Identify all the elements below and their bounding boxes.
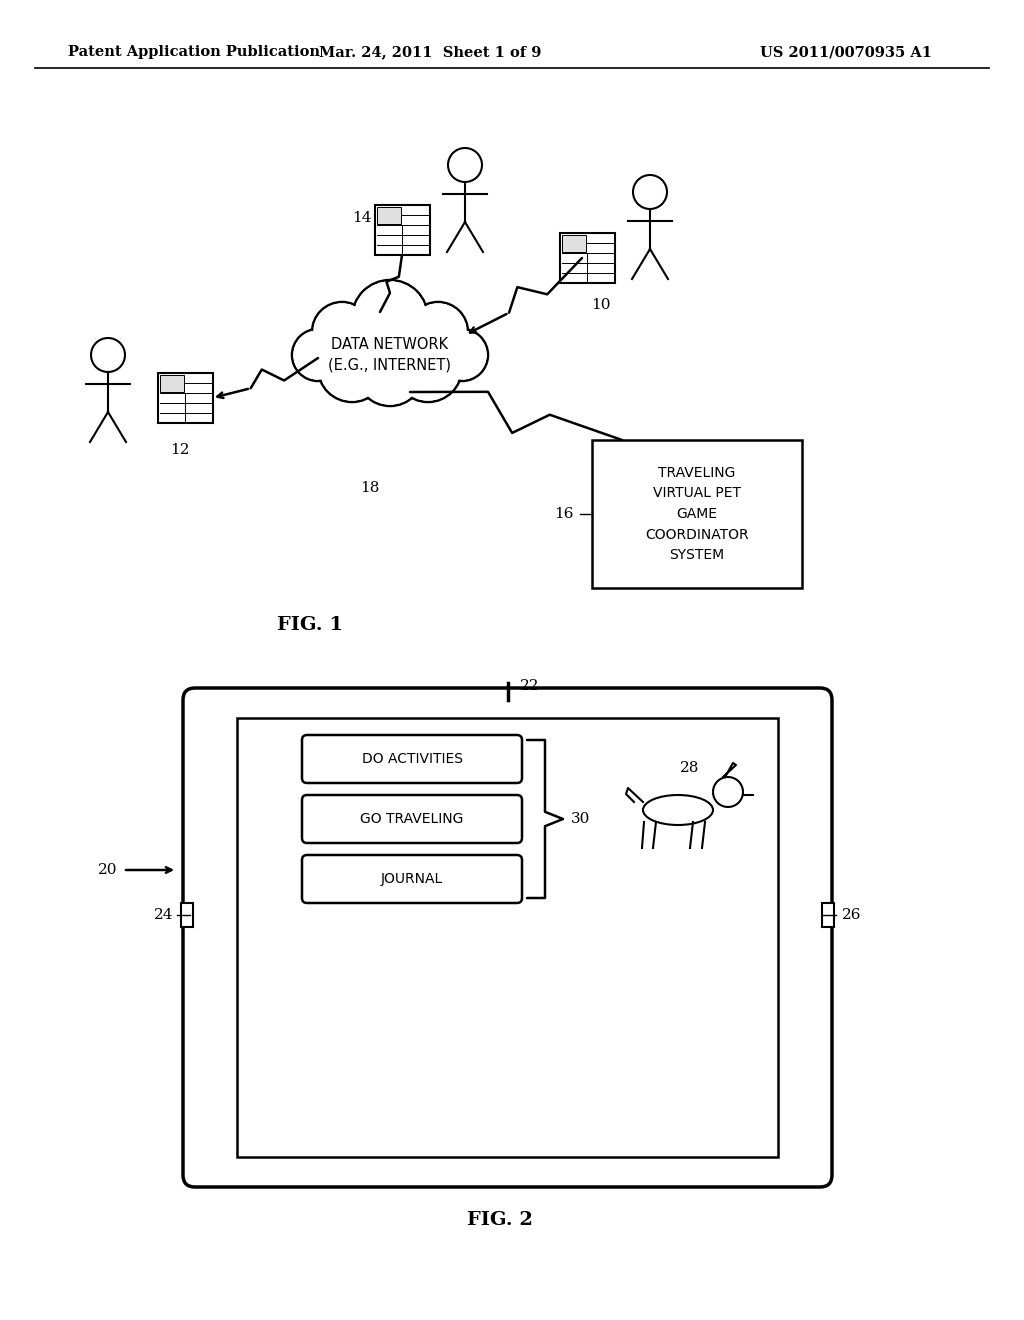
Circle shape <box>294 331 342 379</box>
Text: 18: 18 <box>360 480 380 495</box>
Bar <box>822 903 834 927</box>
Text: JOURNAL: JOURNAL <box>381 873 443 886</box>
Text: FIG. 2: FIG. 2 <box>467 1210 532 1229</box>
Circle shape <box>396 337 460 400</box>
Circle shape <box>408 302 468 362</box>
Text: Patent Application Publication: Patent Application Publication <box>68 45 319 59</box>
Circle shape <box>314 304 370 360</box>
Circle shape <box>319 337 384 400</box>
Circle shape <box>312 302 372 362</box>
FancyBboxPatch shape <box>302 735 522 783</box>
FancyBboxPatch shape <box>183 688 831 1187</box>
Text: 10: 10 <box>591 298 610 312</box>
Text: 14: 14 <box>352 211 372 224</box>
Circle shape <box>356 338 424 407</box>
Circle shape <box>354 282 426 354</box>
Text: FIG. 1: FIG. 1 <box>276 616 343 634</box>
Circle shape <box>358 341 422 404</box>
FancyBboxPatch shape <box>302 855 522 903</box>
Circle shape <box>410 304 466 360</box>
Text: 20: 20 <box>97 863 117 876</box>
Circle shape <box>438 331 486 379</box>
Text: TRAVELING
VIRTUAL PET
GAME
COORDINATOR
SYSTEM: TRAVELING VIRTUAL PET GAME COORDINATOR S… <box>645 466 749 562</box>
Circle shape <box>292 329 344 381</box>
Text: 24: 24 <box>154 908 173 921</box>
Circle shape <box>394 334 462 403</box>
Text: DATA NETWORK
(E.G., INTERNET): DATA NETWORK (E.G., INTERNET) <box>329 337 452 374</box>
Circle shape <box>318 334 386 403</box>
Circle shape <box>436 329 488 381</box>
Bar <box>158 374 213 422</box>
Text: 16: 16 <box>555 507 574 521</box>
Text: 28: 28 <box>680 762 699 775</box>
Text: 22: 22 <box>519 678 539 693</box>
Bar <box>375 205 429 255</box>
Bar <box>559 234 614 282</box>
Bar <box>237 718 778 1158</box>
Text: Mar. 24, 2011  Sheet 1 of 9: Mar. 24, 2011 Sheet 1 of 9 <box>318 45 542 59</box>
Text: 26: 26 <box>842 908 861 921</box>
Bar <box>561 235 587 252</box>
Text: GO TRAVELING: GO TRAVELING <box>360 812 464 826</box>
Text: DO ACTIVITIES: DO ACTIVITIES <box>361 752 463 766</box>
FancyBboxPatch shape <box>302 795 522 843</box>
Bar <box>160 375 184 392</box>
Bar <box>377 206 401 224</box>
Text: 12: 12 <box>170 444 189 457</box>
Circle shape <box>352 280 428 356</box>
Bar <box>181 903 193 927</box>
Text: US 2011/0070935 A1: US 2011/0070935 A1 <box>760 45 932 59</box>
Bar <box>592 440 802 587</box>
Text: 30: 30 <box>571 812 591 826</box>
